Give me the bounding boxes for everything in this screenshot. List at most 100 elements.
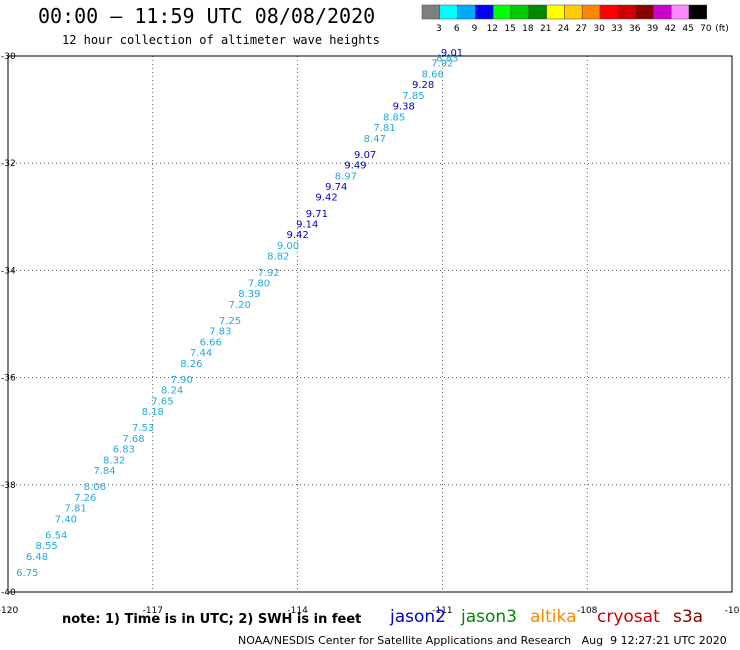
wave-height-value: 9.07	[354, 150, 376, 161]
wave-height-value: 8.82	[267, 252, 289, 263]
wave-height-value: 8.26	[180, 359, 202, 370]
scale-swatch	[599, 4, 619, 20]
scale-label: 21	[540, 24, 551, 34]
wave-height-value: 8.47	[364, 134, 386, 145]
scale-label: 39	[647, 24, 659, 34]
scale-swatch	[421, 4, 441, 20]
wave-height-value: 9.74	[325, 182, 347, 193]
wave-height-value: 9.00	[277, 241, 299, 252]
wave-height-value: 7.25	[219, 316, 241, 327]
wave-height-value: 7.85	[402, 91, 424, 102]
scale-label: 36	[629, 24, 641, 34]
legend-s3a: s3a	[673, 607, 704, 627]
lat-tick-label: -36	[1, 374, 16, 384]
scale-label: 45	[682, 24, 693, 34]
wave-height-value: 7.92	[431, 59, 453, 70]
scale-label: 70	[700, 24, 712, 34]
scale-swatch	[439, 4, 458, 20]
lat-tick-label: -30	[1, 52, 16, 62]
lat-tick-label: -38	[1, 481, 16, 491]
wave-height-value: 6.75	[16, 568, 38, 579]
wave-height-value: 7.44	[190, 348, 212, 359]
wave-height-value: 9.14	[296, 220, 318, 231]
scale-label: 27	[576, 24, 587, 34]
wave-height-value: 7.26	[74, 493, 96, 504]
page-subtitle: 12 hour collection of altimeter wave hei…	[62, 33, 380, 47]
scale-label: 9	[472, 24, 478, 34]
scale-label: 3	[436, 24, 442, 34]
wave-height-value: 7.92	[258, 268, 280, 279]
map-frame	[7, 55, 733, 593]
wave-height-value: 7.40	[55, 514, 77, 525]
lon-tick-label: -117	[143, 606, 163, 616]
wave-height-value: 7.68	[122, 434, 144, 445]
scale-label: 24	[558, 24, 570, 34]
scale-label: 12	[487, 24, 498, 34]
wave-height-value: 7.90	[171, 375, 193, 386]
wave-height-value: 8.32	[103, 455, 125, 466]
scale-swatch	[457, 4, 476, 20]
wave-height-value: 8.83	[436, 53, 458, 64]
scale-swatch	[546, 4, 565, 20]
credit-text: NOAA/NESDIS Center for Satellite Applica…	[238, 634, 727, 647]
wave-height-value: 6.83	[113, 445, 135, 456]
lon-tick-label: -114	[287, 606, 308, 616]
wave-height-value: 7.83	[209, 327, 231, 338]
lat-tick-label: -34	[1, 266, 16, 276]
wave-height-value: 8.24	[161, 386, 183, 397]
wave-height-value: 7.53	[132, 423, 154, 434]
wave-height-value: 9.71	[306, 209, 328, 220]
scale-label: 33	[611, 24, 622, 34]
wave-height-value: 9.49	[344, 161, 366, 172]
legend-jason3: jason3	[461, 607, 517, 627]
wave-height-value: 7.20	[229, 300, 251, 311]
scale-label: 18	[522, 24, 534, 34]
wave-height-value: 8.18	[142, 407, 164, 418]
scale-swatch	[635, 4, 654, 20]
wave-height-value: 9.28	[412, 80, 434, 91]
scale-label: 15	[504, 24, 515, 34]
scale-swatch	[475, 4, 494, 20]
wave-height-value: 9.42	[286, 230, 308, 241]
wave-height-value: 8.55	[35, 541, 57, 552]
lat-tick-label: -32	[1, 159, 16, 169]
wave-height-value: 9.42	[315, 193, 337, 204]
scale-unit: (ft)	[715, 24, 729, 34]
scale-swatch	[670, 4, 690, 20]
scale-swatch	[510, 4, 530, 20]
wave-height-value: 7.65	[151, 396, 173, 407]
legend-altika: altika	[530, 607, 577, 627]
note-text: note: 1) Time is in UTC; 2) SWH is in fe…	[62, 612, 362, 627]
legend-jason2: jason2	[390, 607, 446, 627]
wave-height-value: 8.66	[422, 69, 444, 80]
wave-height-value: 8.06	[84, 482, 106, 493]
scale-swatch	[581, 4, 601, 20]
scale-label: 30	[593, 24, 605, 34]
lon-tick-label: -10	[725, 606, 740, 616]
lon-tick-label: -111	[432, 606, 452, 616]
wave-height-value: 7.84	[93, 466, 115, 477]
scale-label: 42	[665, 24, 676, 34]
wave-height-value: 6.48	[26, 552, 48, 563]
lat-tick-label: -40	[1, 588, 16, 598]
wave-height-value: 6.54	[45, 530, 67, 541]
lon-tick-label: -120	[0, 606, 18, 616]
wave-height-value: 7.81	[373, 123, 395, 134]
scale-swatch	[492, 4, 512, 20]
wave-height-value: 8.85	[383, 112, 405, 123]
wave-height-value: 9.01	[441, 48, 463, 59]
scale-swatch	[528, 4, 547, 20]
page-title: 00:00 — 11:59 UTC 08/08/2020	[38, 4, 376, 28]
scale-label: 6	[454, 24, 460, 34]
wave-height-value: 8.39	[238, 289, 260, 300]
legend-cryosat: cryosat	[597, 607, 660, 627]
scale-swatch	[688, 4, 708, 20]
wave-height-value: 6.66	[200, 337, 222, 348]
scale-swatch	[617, 4, 636, 20]
scale-swatch	[564, 4, 583, 20]
lon-tick-label: -108	[577, 606, 598, 616]
wave-height-value: 7.81	[64, 504, 86, 515]
wave-height-value: 8.97	[335, 171, 357, 182]
wave-height-value: 9.38	[393, 102, 415, 113]
